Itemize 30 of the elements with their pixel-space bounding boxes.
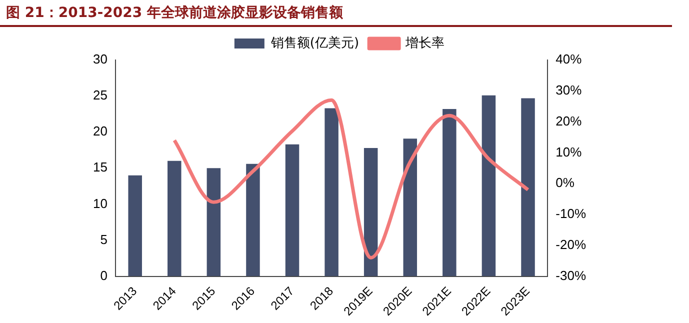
legend-label: 销售额(亿美元) — [270, 34, 360, 51]
y-tick-label: 20 — [92, 124, 108, 139]
y-tick-label: 0 — [100, 268, 108, 283]
bar — [403, 138, 418, 276]
y2-tick-label: -10% — [556, 206, 586, 222]
y2-tick-label: 10% — [556, 144, 582, 160]
bar — [128, 175, 142, 276]
y-tick-label: 5 — [100, 232, 108, 247]
bar — [246, 164, 260, 276]
bar — [482, 95, 496, 276]
y-tick-label: 30 — [92, 52, 108, 67]
y2-tick-label: -30% — [556, 268, 586, 283]
bar — [364, 148, 378, 276]
bar — [521, 98, 535, 276]
y2-tick-label: -20% — [556, 236, 586, 252]
line-series — [172, 98, 530, 260]
y-tick-label: 10 — [92, 196, 108, 211]
bar — [206, 168, 221, 276]
y-tick-label: 25 — [92, 88, 108, 103]
y-tick-label: 15 — [92, 160, 108, 175]
y2-tick-label: 30% — [556, 82, 582, 98]
y2-tick-label: 0% — [556, 175, 575, 190]
bar — [442, 109, 456, 276]
legend-label: 增长率 — [404, 34, 445, 51]
bar — [324, 108, 338, 276]
bar — [168, 160, 182, 276]
bar — [285, 144, 300, 276]
y2-tick-label: 20% — [556, 113, 582, 128]
chart-title: 图 21：2013-2023 年全球前道涂胶显影设备销售额 — [0, 0, 672, 27]
y2-tick-label: 40% — [556, 52, 582, 67]
